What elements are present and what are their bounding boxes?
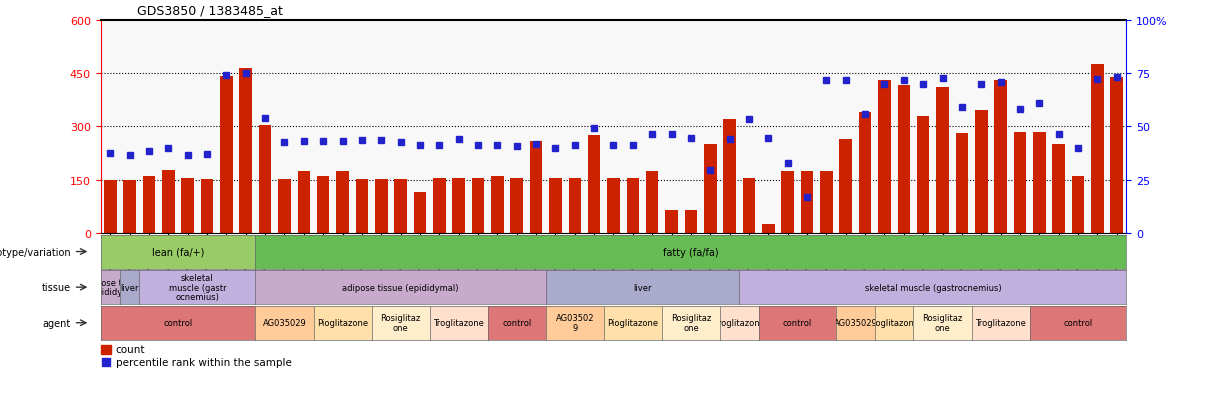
Bar: [588, 136, 600, 233]
Bar: [645, 171, 659, 233]
Text: Pioglitazone: Pioglitazone: [317, 318, 368, 328]
Bar: [102, 345, 110, 354]
Bar: [433, 178, 445, 233]
Bar: [220, 77, 233, 233]
Bar: [994, 81, 1007, 233]
Bar: [1053, 145, 1065, 233]
Text: Rosiglitaz
one: Rosiglitaz one: [380, 313, 421, 332]
Text: count: count: [115, 344, 145, 355]
Bar: [471, 178, 485, 233]
Text: AG035029: AG035029: [833, 318, 877, 328]
Bar: [742, 178, 756, 233]
Bar: [879, 81, 891, 233]
Bar: [820, 171, 833, 233]
Bar: [956, 134, 968, 233]
Bar: [665, 210, 677, 233]
Bar: [239, 69, 252, 233]
Bar: [297, 171, 310, 233]
Bar: [453, 178, 465, 233]
Text: Rosiglitaz
one: Rosiglitaz one: [923, 313, 963, 332]
Bar: [782, 171, 794, 233]
Bar: [568, 178, 582, 233]
Bar: [413, 192, 426, 233]
Text: lean (fa/+): lean (fa/+): [152, 247, 204, 257]
Bar: [917, 116, 930, 233]
Text: Troglitazone: Troglitazone: [433, 318, 485, 328]
Text: skeletal
muscle (gastr
ocnemius): skeletal muscle (gastr ocnemius): [168, 273, 226, 301]
Text: liver: liver: [633, 283, 652, 292]
Bar: [394, 179, 407, 233]
Bar: [1110, 77, 1123, 233]
Bar: [201, 179, 213, 233]
Text: control: control: [1064, 318, 1092, 328]
Bar: [259, 125, 271, 233]
Text: Pioglitazone: Pioglitazone: [869, 318, 920, 328]
Bar: [859, 113, 871, 233]
Text: genotype/variation: genotype/variation: [0, 247, 71, 257]
Bar: [510, 178, 523, 233]
Bar: [550, 178, 562, 233]
Text: control: control: [502, 318, 531, 328]
Text: control: control: [783, 318, 812, 328]
Bar: [104, 180, 117, 233]
Bar: [1033, 132, 1045, 233]
Bar: [336, 171, 348, 233]
Text: Rosiglitaz
one: Rosiglitaz one: [671, 313, 710, 332]
Bar: [375, 179, 388, 233]
Bar: [975, 111, 988, 233]
Bar: [897, 86, 910, 233]
Bar: [317, 177, 330, 233]
Bar: [936, 88, 948, 233]
Text: percentile rank within the sample: percentile rank within the sample: [115, 357, 292, 367]
Text: adipose tissu
e (epididymal): adipose tissu e (epididymal): [80, 278, 141, 297]
Bar: [162, 170, 174, 233]
Text: AG035029: AG035029: [263, 318, 307, 328]
Bar: [356, 179, 368, 233]
Text: AG03502
9: AG03502 9: [556, 313, 594, 332]
Bar: [801, 171, 814, 233]
Bar: [142, 177, 156, 233]
Bar: [1014, 132, 1026, 233]
Bar: [607, 178, 620, 233]
Text: Troglitazone: Troglitazone: [975, 318, 1026, 328]
Text: skeletal muscle (gastrocnemius): skeletal muscle (gastrocnemius): [865, 283, 1001, 292]
Text: adipose tissue (epididymal): adipose tissue (epididymal): [342, 283, 459, 292]
Bar: [279, 179, 291, 233]
Bar: [704, 145, 717, 233]
Text: Troglitazone: Troglitazone: [714, 318, 764, 328]
Text: liver: liver: [120, 283, 139, 292]
Text: tissue: tissue: [42, 282, 71, 292]
Bar: [124, 181, 136, 233]
Text: Pioglitazone: Pioglitazone: [607, 318, 659, 328]
Text: control: control: [163, 318, 193, 328]
Bar: [1091, 65, 1103, 233]
Bar: [1071, 177, 1085, 233]
Text: fatty (fa/fa): fatty (fa/fa): [663, 247, 719, 257]
Text: GDS3850 / 1383485_at: GDS3850 / 1383485_at: [137, 4, 283, 17]
Bar: [839, 140, 852, 233]
Bar: [182, 178, 194, 233]
Bar: [491, 177, 503, 233]
Bar: [530, 141, 542, 233]
Bar: [762, 225, 774, 233]
Bar: [627, 178, 639, 233]
Text: agent: agent: [43, 318, 71, 328]
Bar: [685, 210, 697, 233]
Bar: [724, 120, 736, 233]
